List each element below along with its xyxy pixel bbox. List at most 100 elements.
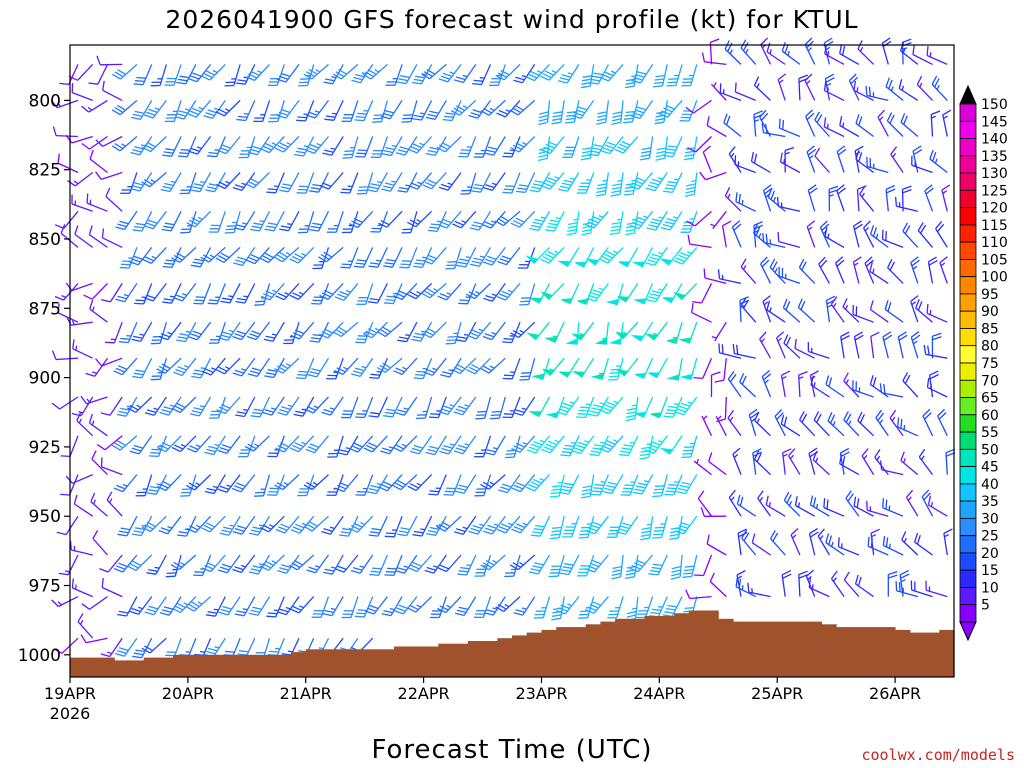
wind-barb: [51, 596, 79, 608]
colorbar-label: 120: [981, 201, 1008, 217]
terrain-bar: [114, 660, 130, 677]
wind-barb: [935, 220, 948, 248]
wind-barb: [482, 247, 506, 266]
wind-barb: [702, 145, 713, 173]
colorbar-label: 35: [981, 494, 999, 510]
colorbar-swatch: [959, 397, 977, 416]
wind-barb: [681, 435, 698, 459]
wind-barb: [259, 515, 285, 533]
wind-barb: [921, 489, 934, 517]
wind-barb: [141, 172, 167, 188]
wind-barb: [805, 109, 816, 137]
wind-barb: [898, 79, 919, 101]
wind-barb: [762, 232, 786, 249]
wind-barb: [640, 516, 654, 541]
wind-barb: [714, 358, 727, 383]
wind-barb: [200, 246, 226, 263]
wind-barb: [275, 435, 300, 453]
wind-barb: [576, 172, 595, 194]
wind-barb: [364, 596, 388, 615]
wind-barb: [279, 210, 300, 232]
wind-barb: [232, 554, 256, 574]
wind-barb: [899, 41, 919, 65]
wind-barb: [397, 321, 418, 343]
wind-barb: [421, 63, 447, 80]
colorbar-label: 95: [981, 287, 999, 303]
wind-barb: [798, 258, 816, 284]
wind-barb: [80, 634, 108, 644]
colorbar: 1501451401351301251201151101051009590858…: [959, 84, 1008, 642]
wind-barb: [201, 63, 226, 81]
wind-barb: [232, 172, 256, 192]
wind-barb: [761, 123, 786, 138]
wind-barb: [143, 283, 167, 302]
wind-barb: [340, 247, 359, 269]
wind-barb: [723, 113, 742, 138]
wind-barb: [798, 370, 808, 398]
wind-barb: [511, 515, 536, 534]
wind-barb: [460, 172, 477, 195]
wind-barb: [207, 283, 226, 305]
colorbar-label: 125: [981, 183, 1008, 199]
wind-barb: [576, 396, 595, 419]
wind-barb: [217, 554, 241, 574]
wind-barb: [759, 331, 772, 359]
wind-barb: [173, 283, 197, 302]
wind-barb: [466, 357, 491, 375]
wind-barb: [575, 247, 595, 268]
wind-barb: [100, 457, 123, 476]
wind-barb: [839, 116, 860, 138]
wind-barb: [428, 474, 447, 496]
wind-barb: [96, 435, 123, 451]
wind-barb: [276, 100, 300, 119]
wind-barb: [794, 338, 815, 359]
wind-barb: [630, 321, 654, 342]
wind-barb: [817, 528, 830, 556]
wind-barb: [312, 247, 330, 270]
wind-barb: [924, 184, 934, 212]
wind-barb: [383, 247, 403, 268]
wind-barb: [215, 99, 241, 117]
wind-barb: [617, 283, 639, 303]
wind-barb: [645, 247, 668, 267]
wind-barb: [65, 134, 93, 144]
terrain-bar: [865, 627, 881, 677]
wind-barb: [144, 396, 167, 416]
colorbar-swatch: [959, 276, 977, 295]
wind-barb: [754, 411, 771, 437]
wind-barb: [421, 321, 447, 339]
wind-barb: [778, 266, 801, 285]
wind-barb: [781, 570, 792, 597]
terrain-bar: [143, 657, 159, 677]
y-tick-label: 900: [29, 369, 61, 389]
wind-barb: [510, 321, 536, 338]
wind-barb: [710, 82, 727, 101]
wind-barb: [129, 435, 153, 455]
wind-barb: [766, 300, 786, 323]
wind-barb: [319, 282, 344, 300]
wind-barb: [111, 136, 138, 152]
wind-barb: [102, 80, 123, 101]
wind-barb: [629, 554, 654, 573]
wind-barb: [158, 321, 182, 341]
wind-barb: [855, 114, 874, 138]
wind-barb: [719, 83, 742, 102]
wind-barb: [295, 357, 315, 380]
wind-barb: [504, 435, 521, 459]
wind-barb: [836, 184, 846, 212]
wind-barb: [753, 221, 764, 248]
wind-barb: [644, 321, 668, 341]
wind-barb: [494, 210, 521, 227]
wind-barb: [859, 185, 875, 212]
wind-barb: [455, 321, 477, 343]
wind-barb: [220, 283, 241, 304]
wind-barb: [897, 331, 908, 359]
wind-barb: [58, 554, 79, 576]
wind-barb: [101, 228, 123, 248]
wind-barb: [51, 350, 79, 361]
wind-barb: [679, 100, 698, 122]
wind-barb: [653, 64, 668, 88]
wind-barb: [92, 529, 108, 556]
terrain-bar: [659, 616, 675, 677]
wind-barb: [482, 321, 506, 341]
